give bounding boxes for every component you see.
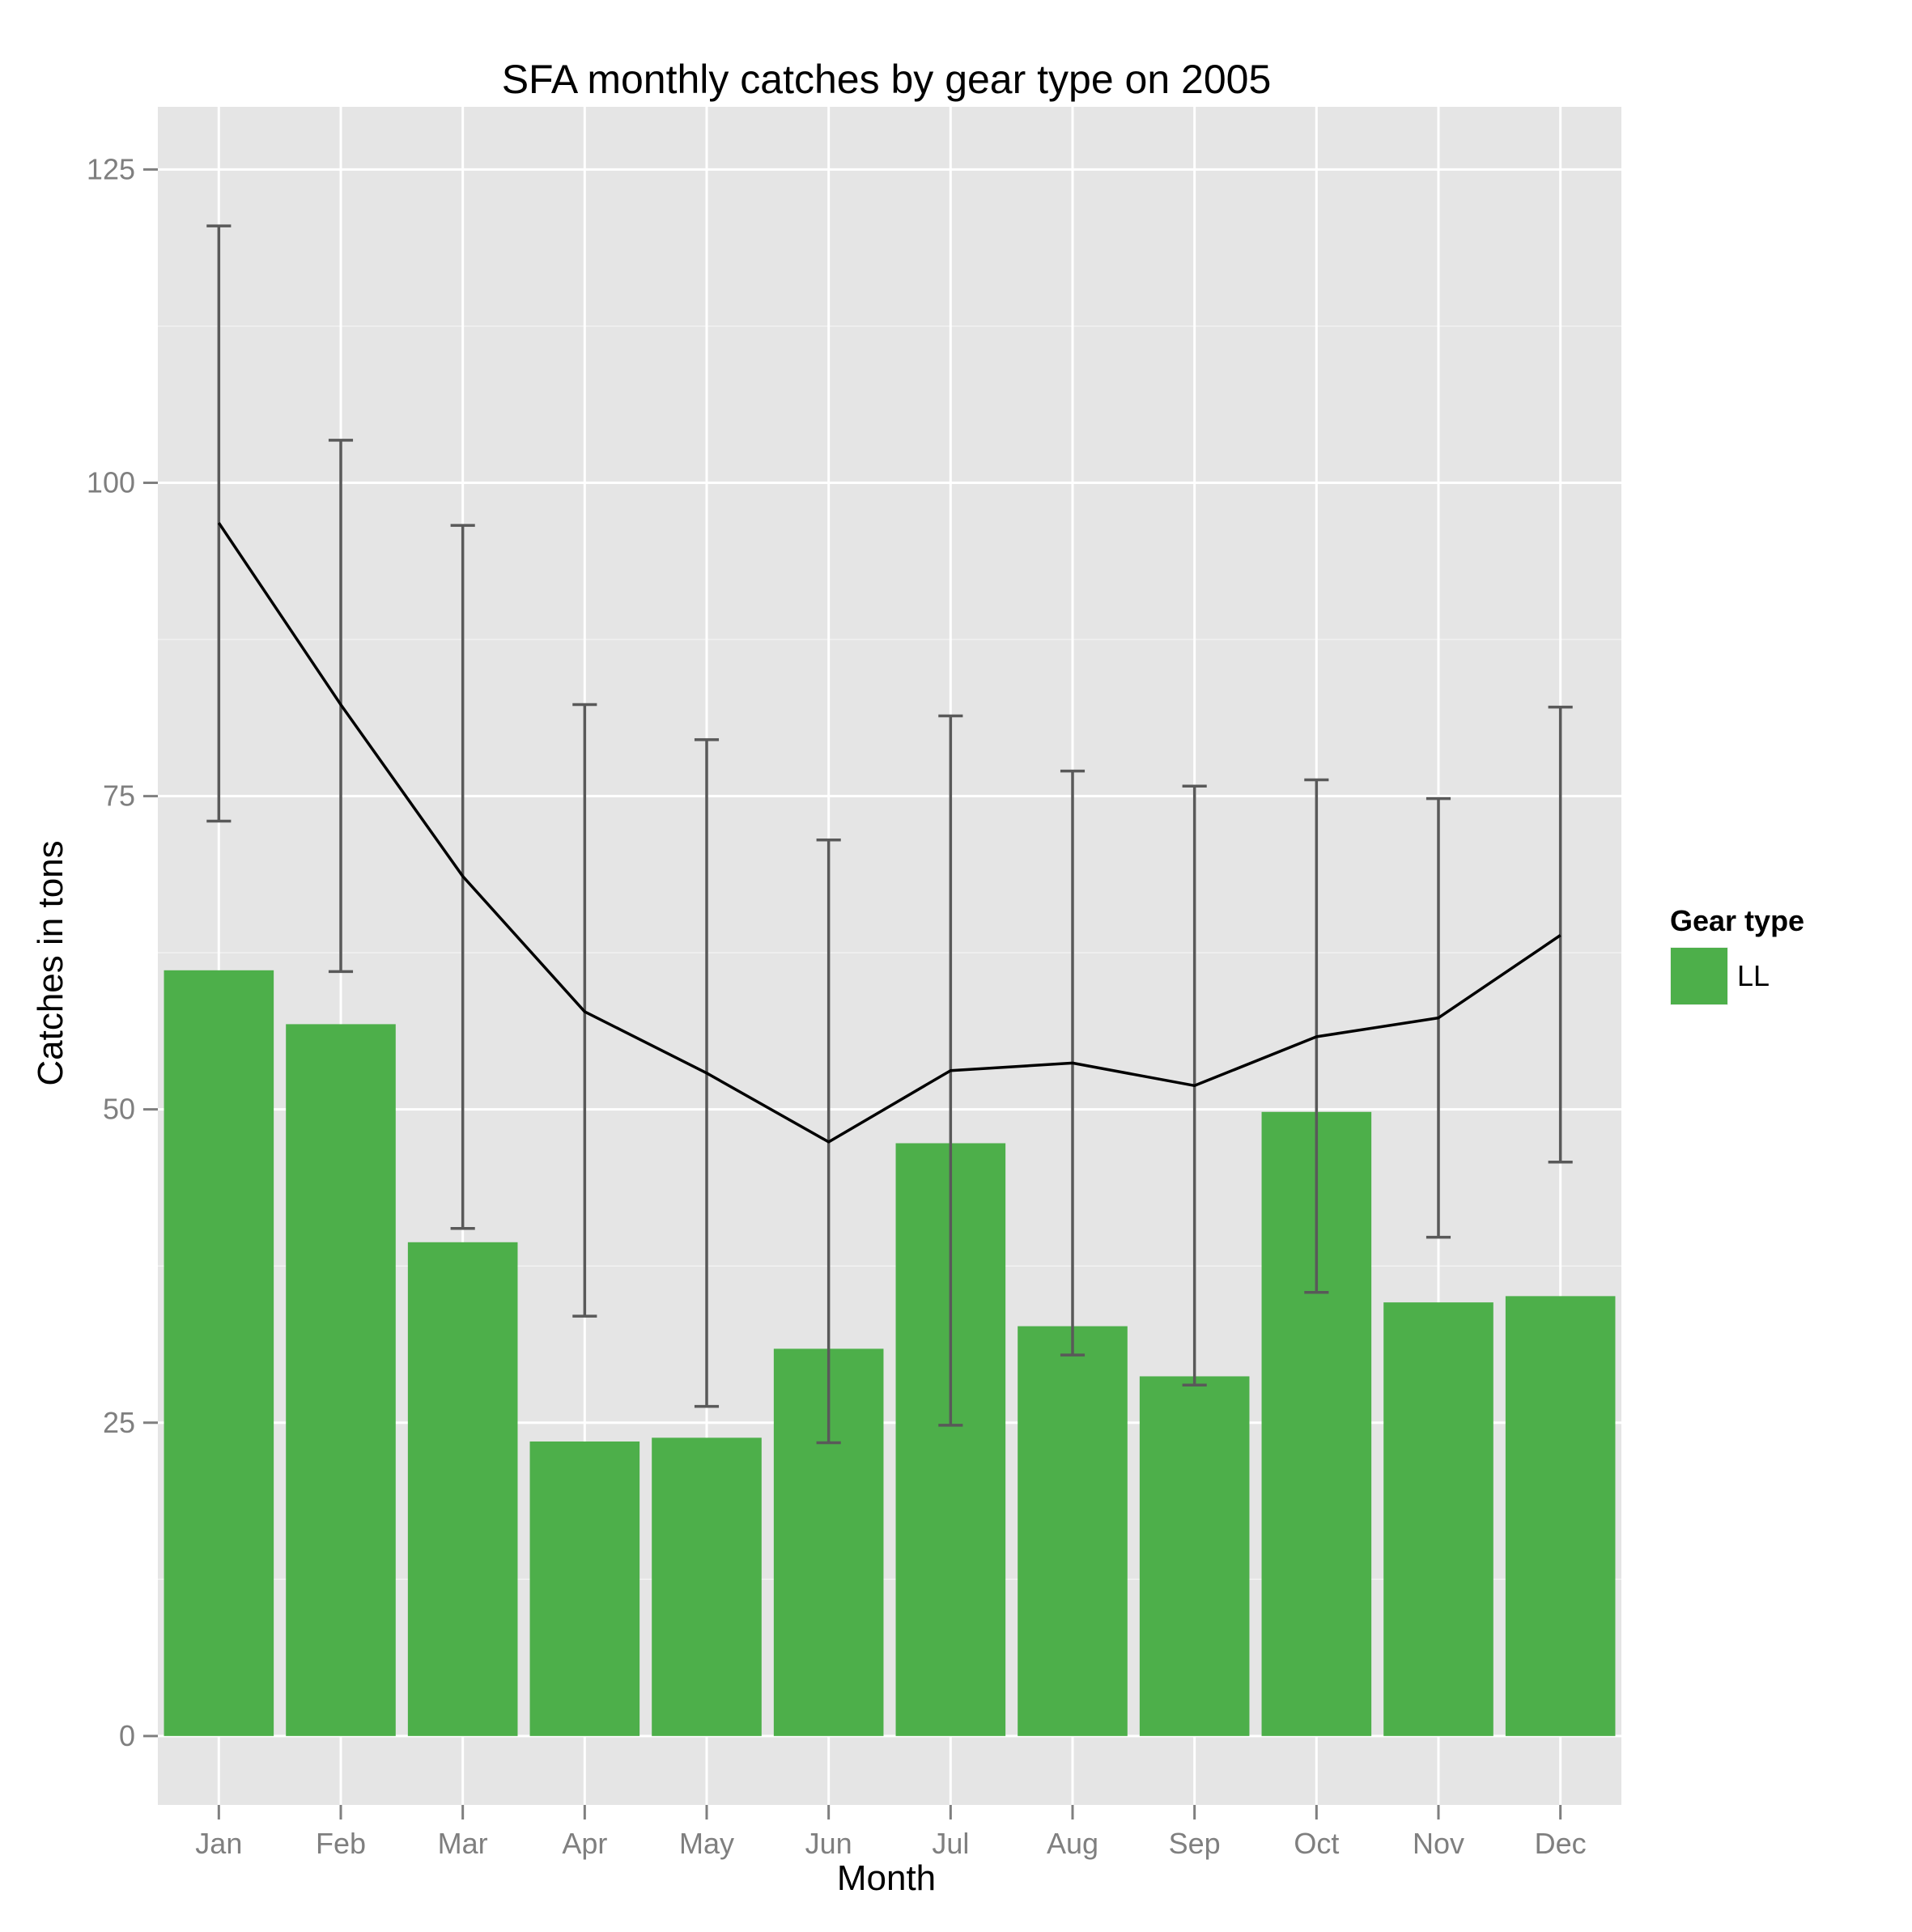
legend-label-ll: LL (1737, 959, 1770, 992)
x-tick-label-jul: Jul (932, 1827, 969, 1860)
bar-nov (1383, 1302, 1493, 1736)
x-tick-label-mar: Mar (438, 1827, 488, 1860)
x-tick-label-apr: Apr (562, 1827, 607, 1860)
x-tick-label-feb: Feb (316, 1827, 366, 1860)
x-tick-label-aug: Aug (1047, 1827, 1098, 1860)
trend-line-path (217, 522, 1561, 1144)
bar-aug (1018, 1326, 1128, 1736)
x-axis-title: Month (837, 1858, 936, 1898)
legend-title: Gear type (1670, 904, 1804, 937)
y-tick-label: 100 (87, 466, 135, 499)
plot-panel (158, 107, 1621, 1805)
legend-items: LL (1670, 947, 1770, 1005)
chart-title: SFA monthly catches by gear type on 2005 (502, 57, 1272, 102)
bar-mar (407, 1242, 518, 1736)
bar-jan (164, 970, 274, 1736)
y-axis-title: Catches in tons (31, 840, 70, 1085)
errorbar-dec (1548, 705, 1573, 1164)
x-tick-label-may: May (679, 1827, 734, 1860)
axes: 0 25 50 75 100 125 Jan Feb Mar Apr May Jun Jul Aug Sep… (87, 152, 1587, 1860)
bar-dec (1505, 1296, 1616, 1736)
x-tick-label-dec: Dec (1535, 1827, 1587, 1860)
bar-sep (1139, 1376, 1250, 1736)
y-tick-label: 50 (103, 1093, 135, 1126)
y-tick-label: 125 (87, 152, 135, 185)
x-tick-label-oct: Oct (1294, 1827, 1339, 1860)
y-tick-label: 75 (103, 779, 135, 813)
legend-key-ll (1671, 948, 1727, 1004)
x-tick-label-sep: Sep (1169, 1827, 1221, 1860)
x-tick-label-nov: Nov (1413, 1827, 1464, 1860)
x-tick-label-jun: Jun (805, 1827, 852, 1860)
legend: Gear type LL (1670, 904, 1804, 1005)
bars (164, 970, 1616, 1736)
y-tick-label: 0 (119, 1719, 135, 1752)
trend-line (217, 522, 1561, 1144)
x-tick-label-jan: Jan (195, 1827, 242, 1860)
y-tick-label: 25 (103, 1406, 135, 1439)
bar-may (652, 1437, 762, 1736)
bar-apr (529, 1441, 640, 1736)
bar-feb (286, 1024, 396, 1736)
